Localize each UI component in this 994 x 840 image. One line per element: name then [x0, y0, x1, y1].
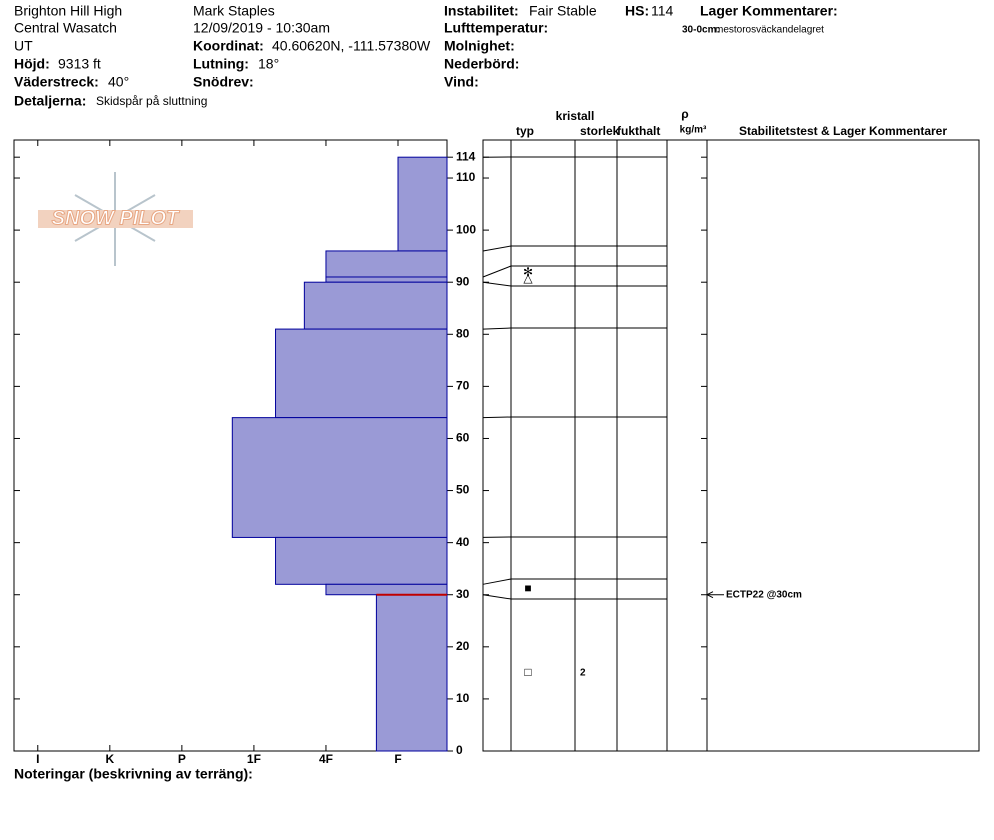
layer-boundary: [482, 327, 512, 330]
grain-type: ✻: [523, 265, 533, 279]
y-tick-label: 60: [456, 431, 470, 445]
layer-frame: [482, 139, 980, 752]
x-tick-label: 1F: [247, 752, 261, 766]
hardness-bar: [275, 328, 448, 419]
value: mestorosväckandelagret: [715, 25, 824, 36]
y-tick-label: 0: [456, 743, 463, 757]
y-tick-label: 100: [456, 222, 476, 236]
layer-boundary: [482, 578, 512, 585]
hardness-bar: [325, 276, 448, 283]
observer: Mark Staples: [193, 3, 275, 19]
layer-boundary: [482, 416, 512, 419]
label: Koordinat:: [193, 38, 264, 54]
grain-size: 2: [580, 668, 586, 679]
value: 9313 ft: [58, 56, 101, 72]
col-header: ρ: [681, 107, 688, 121]
x-tick-label: K: [105, 752, 114, 766]
header: Brighton Hill High Central Wasatch UT Hö…: [14, 3, 838, 109]
value: Fair Stable: [529, 3, 597, 19]
label: HS:: [625, 3, 649, 19]
y-tick-label: 30: [456, 587, 470, 601]
col-header: fukthalt: [617, 124, 660, 138]
y-tick-label: 90: [456, 274, 470, 288]
label: Instabilitet:: [444, 3, 519, 19]
logo: SNOW PILOT: [38, 172, 193, 266]
col-header: Stabilitetstest & Lager Kommentarer: [739, 124, 947, 138]
y-tick-label: 10: [456, 691, 470, 705]
label: Snödrev:: [193, 74, 254, 90]
y-tick-label: 40: [456, 535, 470, 549]
datetime: 12/09/2019 - 10:30am: [193, 20, 330, 36]
label: Vind:: [444, 74, 479, 90]
value: 18°: [258, 56, 279, 72]
value: 114: [651, 3, 674, 19]
layer-boundary: [482, 245, 512, 252]
y-tick-label: 50: [456, 483, 470, 497]
value: 40°: [108, 74, 129, 90]
hardness-bar: [275, 536, 448, 585]
hardness-bar: [325, 583, 448, 596]
state: UT: [14, 38, 33, 54]
label: Väderstreck:: [14, 74, 99, 90]
layer-boundary: [482, 265, 512, 278]
value: 40.60620N, -111.57380W: [272, 38, 431, 54]
hardness-bar: [375, 594, 448, 752]
label: Höjd:: [14, 56, 50, 72]
y-tick-label: 110: [456, 170, 476, 184]
hardness-bar: [231, 417, 448, 538]
hardness-bar: [303, 281, 448, 330]
layer-boundary: [482, 281, 512, 287]
col-header: typ: [516, 124, 534, 138]
grain-type: ■: [524, 581, 531, 595]
column-headers: kristall typ storlek fukthalt ρ kg/m³ St…: [516, 107, 947, 138]
x-tick-label: I: [36, 752, 39, 766]
value: Skidspår på sluttning: [96, 94, 207, 108]
range: Central Wasatch: [14, 20, 117, 36]
label: Detaljerna:: [14, 93, 86, 109]
grain-type: △: [523, 271, 533, 285]
col-header: storlek: [580, 124, 620, 138]
notes-label: Noteringar (beskrivning av terräng):: [14, 766, 253, 782]
y-tick-label: 20: [456, 639, 470, 653]
label: 30-0cm:: [682, 25, 720, 36]
grain-type: □: [524, 665, 531, 679]
x-tick-label: 4F: [319, 752, 333, 766]
hardness-bar: [325, 250, 448, 278]
x-tick-label: F: [394, 752, 401, 766]
col-header: kg/m³: [680, 125, 707, 136]
label: Molnighet:: [444, 38, 515, 54]
logo-text: SNOW PILOT: [52, 207, 180, 229]
test-label: ECTP22 @30cm: [726, 589, 802, 600]
label: Lufttemperatur:: [444, 20, 548, 36]
y-tick-label: 80: [456, 326, 470, 340]
layer-boundary: [482, 594, 512, 600]
y-tick-label: 114: [456, 149, 476, 163]
x-tick-label: P: [178, 752, 186, 766]
location: Brighton Hill High: [14, 3, 122, 19]
col-header: kristall: [556, 109, 595, 123]
y-tick-label: 70: [456, 379, 470, 393]
test-arrow-head: [706, 591, 714, 599]
label: Lutning:: [193, 56, 249, 72]
hardness-bar: [397, 156, 448, 252]
label: Lager Kommentarer:: [700, 3, 838, 19]
label: Nederbörd:: [444, 56, 519, 72]
